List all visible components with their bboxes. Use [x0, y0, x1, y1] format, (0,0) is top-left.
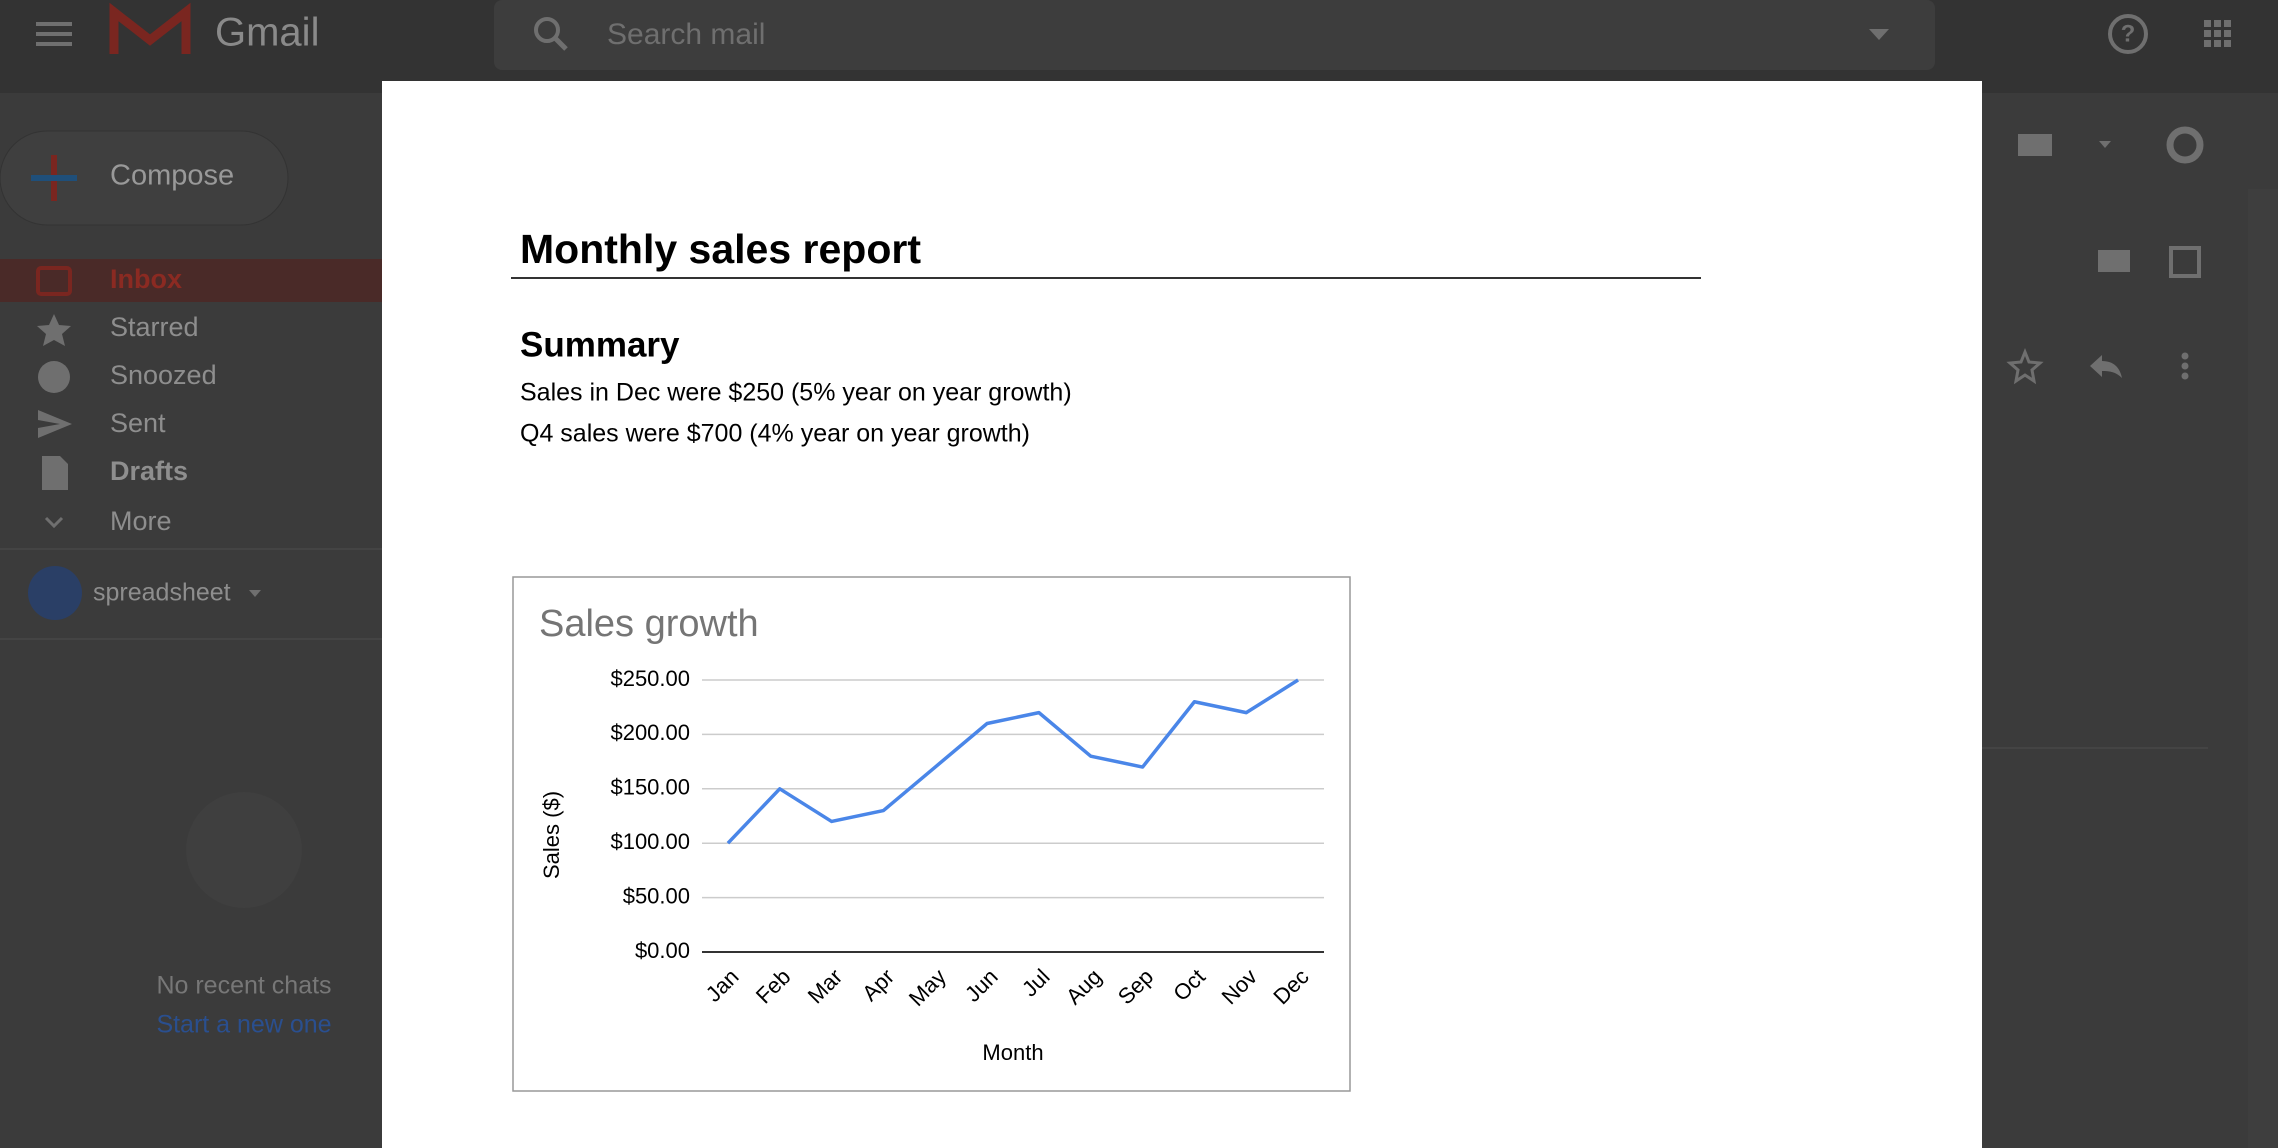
y-tick-label: $0.00	[635, 938, 690, 963]
avatar[interactable]	[28, 566, 82, 620]
inbox-icon	[36, 266, 72, 296]
doc-title: Monthly sales report	[520, 226, 921, 272]
x-axis-label: Month	[982, 1040, 1043, 1065]
svg-text:?: ?	[2121, 20, 2136, 47]
summary-line: Sales in Dec were $250 (5% year on year …	[520, 379, 1072, 407]
summary-line: Q4 sales were $700 (4% year on year grow…	[520, 420, 1030, 448]
account-name[interactable]: spreadsheet	[93, 579, 231, 607]
sent-icon	[38, 410, 72, 438]
y-tick-label: $150.00	[610, 775, 690, 800]
chat-start-link[interactable]: Start a new one	[156, 1011, 331, 1039]
y-tick-label: $250.00	[610, 666, 690, 691]
reply-icon[interactable]	[2090, 355, 2122, 378]
chart-frame	[512, 576, 1351, 1092]
star-icon[interactable]	[2006, 347, 2044, 385]
drafts-icon	[42, 456, 68, 490]
y-tick-label: $200.00	[610, 720, 690, 745]
starred-icon	[37, 314, 71, 346]
keyboard-dropdown[interactable]	[2099, 141, 2111, 148]
compose-label[interactable]: Compose	[110, 160, 234, 192]
more-icon	[44, 516, 64, 529]
nav-item[interactable]: Sent	[110, 408, 166, 438]
y-tick-label: $50.00	[623, 883, 690, 908]
scrollbar[interactable]	[2248, 189, 2278, 1148]
account-dropdown[interactable]	[249, 590, 261, 597]
compose-button[interactable]	[0, 130, 289, 226]
y-axis-label: Sales ($)	[539, 791, 564, 879]
chat-empty: No recent chats	[156, 972, 331, 1000]
help-icon[interactable]: ?	[2108, 14, 2148, 54]
sales-line	[726, 678, 1300, 845]
print-icon[interactable]	[2098, 250, 2130, 272]
y-tick-label: $100.00	[610, 829, 690, 854]
search-icon[interactable]	[534, 17, 568, 51]
search-input[interactable]: Search mail	[607, 18, 765, 51]
app-name: Gmail	[215, 11, 319, 55]
open-new-window-icon[interactable]	[2169, 246, 2201, 278]
nav-item[interactable]: Snoozed	[110, 360, 217, 390]
search-box[interactable]	[494, 0, 1935, 70]
menu-button[interactable]	[36, 22, 72, 46]
search-options[interactable]	[1869, 29, 1889, 40]
apps-icon[interactable]	[2204, 20, 2231, 47]
settings-icon[interactable]	[2166, 126, 2204, 164]
keyboard-icon[interactable]	[2018, 134, 2052, 156]
gmail-logo[interactable]	[109, 2, 191, 54]
section-heading: Summary	[520, 325, 680, 364]
more-actions-icon[interactable]	[2181, 352, 2189, 380]
compose-icon	[31, 155, 77, 201]
nav-item[interactable]: More	[110, 506, 172, 536]
chat-placeholder	[186, 792, 302, 908]
nav-item[interactable]: Starred	[110, 312, 199, 342]
nav-item[interactable]: Drafts	[110, 456, 188, 486]
chart-title: Sales growth	[539, 603, 759, 645]
nav-item[interactable]: Inbox	[110, 264, 182, 294]
snoozed-icon	[38, 361, 70, 393]
